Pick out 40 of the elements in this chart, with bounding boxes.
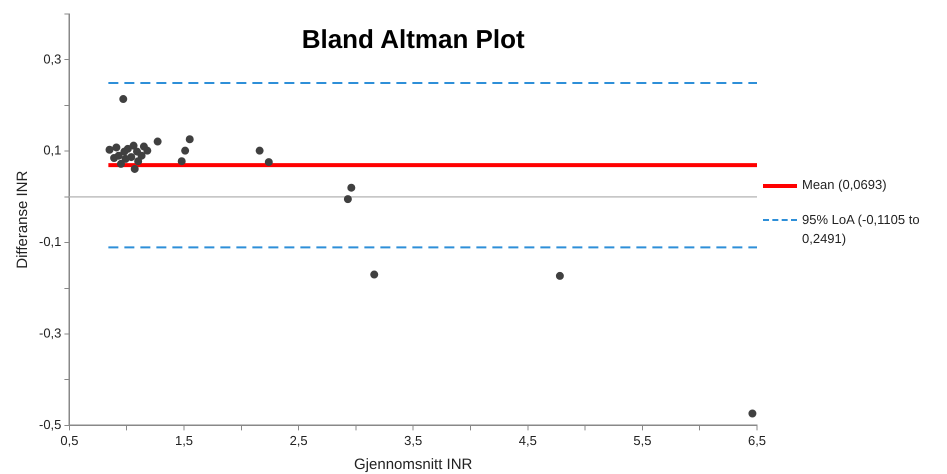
y-tick-label: -0,5 [38, 416, 62, 432]
point [133, 148, 142, 156]
x-axis-title: Gjennomsnitt INR [354, 456, 473, 474]
x-tick-label: 3,5 [404, 432, 422, 448]
legend-label: Mean (0,0693) [802, 176, 888, 194]
point [181, 146, 190, 155]
point [130, 164, 139, 173]
point [112, 143, 120, 152]
y-axis-title: Differanse INR [14, 170, 32, 269]
point [256, 146, 264, 155]
point [186, 135, 194, 144]
point [178, 157, 186, 166]
point [114, 152, 123, 160]
y-tick-label: 0,1 [43, 142, 62, 158]
x-tick-label: 4,5 [518, 432, 537, 448]
y-tick-label: -0,1 [38, 234, 62, 250]
point [116, 160, 125, 168]
point [370, 270, 378, 279]
point [264, 158, 273, 166]
point [119, 95, 128, 104]
point [154, 138, 162, 146]
point [122, 154, 130, 163]
x-tick-label: 6,5 [748, 432, 766, 448]
y-tick-label: 0,3 [43, 51, 62, 66]
point [556, 272, 564, 280]
chart-title: Bland Altman Plot [300, 24, 526, 55]
point [130, 142, 138, 150]
y-tick-label: -0,3 [38, 326, 62, 341]
point [124, 144, 132, 153]
x-tick-label: 1,5 [174, 432, 194, 448]
legend-label: 95% LoA (-0,1105 to 0,2491) [802, 210, 921, 248]
point [106, 146, 114, 154]
x-tick-label: 0,5 [60, 432, 78, 448]
point [134, 157, 142, 166]
point [143, 146, 152, 155]
point [748, 410, 756, 418]
point [344, 195, 352, 204]
point [347, 184, 356, 192]
x-tick-label: 2,5 [290, 432, 308, 448]
x-tick-label: 5,5 [633, 432, 652, 448]
